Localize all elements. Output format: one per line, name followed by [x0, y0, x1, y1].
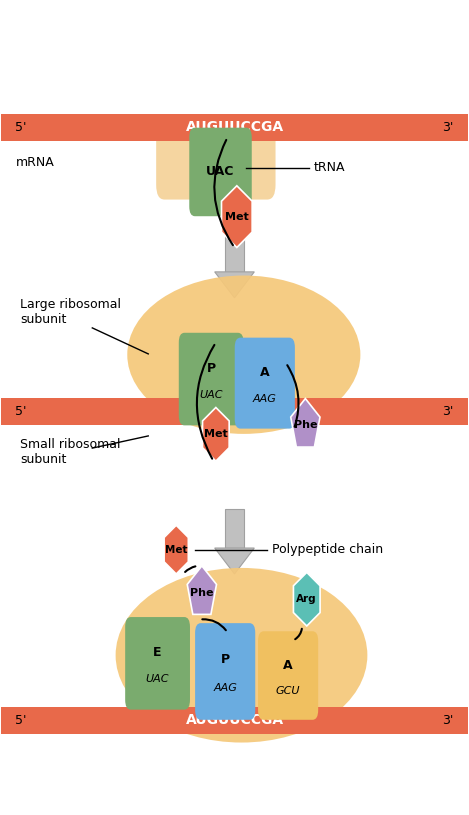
Text: AUGUUCCGA: AUGUUCCGA — [185, 404, 284, 419]
FancyBboxPatch shape — [234, 337, 295, 429]
Text: AUGUUCCGA: AUGUUCCGA — [185, 121, 284, 134]
Polygon shape — [215, 548, 254, 574]
Text: AUGUUCCGA: AUGUUCCGA — [185, 713, 284, 727]
Polygon shape — [291, 399, 320, 447]
Bar — [225, 509, 244, 548]
FancyBboxPatch shape — [125, 617, 190, 710]
Text: UAC: UAC — [206, 165, 234, 178]
Text: UAC: UAC — [199, 390, 223, 400]
Text: AAG: AAG — [253, 394, 277, 404]
Text: Polypeptide chain: Polypeptide chain — [272, 543, 383, 556]
Text: 3': 3' — [442, 405, 454, 418]
Text: GCU: GCU — [276, 685, 300, 696]
Text: Phe: Phe — [190, 588, 213, 597]
FancyBboxPatch shape — [258, 632, 318, 720]
Text: Large ribosomal
subunit: Large ribosomal subunit — [20, 298, 121, 327]
FancyBboxPatch shape — [1, 707, 468, 734]
Polygon shape — [221, 186, 252, 248]
Text: P: P — [220, 654, 230, 667]
Text: AAG: AAG — [213, 684, 237, 694]
FancyBboxPatch shape — [156, 121, 275, 200]
Polygon shape — [164, 526, 189, 574]
Text: 5': 5' — [15, 121, 27, 134]
Text: 3': 3' — [442, 714, 454, 727]
Polygon shape — [187, 566, 217, 615]
FancyBboxPatch shape — [189, 128, 252, 216]
Text: tRNA: tRNA — [314, 161, 345, 174]
FancyBboxPatch shape — [195, 623, 255, 720]
Text: Met: Met — [225, 212, 249, 222]
Text: Small ribosomal
subunit: Small ribosomal subunit — [20, 438, 121, 466]
Ellipse shape — [127, 275, 360, 434]
Text: 3': 3' — [442, 121, 454, 134]
Text: UAC: UAC — [146, 675, 169, 685]
Text: E: E — [153, 645, 162, 659]
FancyBboxPatch shape — [179, 333, 243, 425]
Bar — [225, 237, 244, 272]
Ellipse shape — [116, 568, 367, 742]
Polygon shape — [294, 572, 320, 626]
Text: 5': 5' — [15, 405, 27, 418]
Text: A: A — [283, 659, 293, 672]
Text: Phe: Phe — [294, 421, 317, 430]
Text: A: A — [260, 366, 270, 379]
Text: P: P — [207, 362, 216, 375]
Polygon shape — [215, 272, 254, 297]
Text: 5': 5' — [15, 714, 27, 727]
Polygon shape — [203, 408, 229, 461]
Text: mRNA: mRNA — [15, 156, 54, 169]
Text: Met: Met — [204, 430, 228, 439]
Text: Arg: Arg — [296, 594, 317, 604]
FancyBboxPatch shape — [1, 399, 468, 425]
Text: Met: Met — [165, 544, 188, 555]
FancyBboxPatch shape — [1, 114, 468, 141]
